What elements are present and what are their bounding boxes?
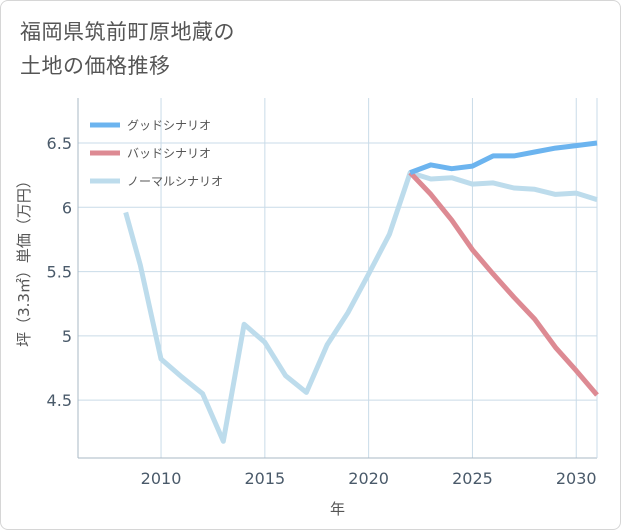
x-tick-label: 2030 xyxy=(556,469,597,488)
chart-title: 福岡県筑前町原地蔵の 土地の価格推移 xyxy=(20,15,580,83)
x-tick-label: 2010 xyxy=(141,469,182,488)
legend-label-2: ノーマルシナリオ xyxy=(127,175,223,189)
y-tick-label: 4.5 xyxy=(47,391,72,410)
y-axis-ticks: 4.5 5 5.5 6 6.5 xyxy=(47,134,72,410)
y-tick-label: 5.5 xyxy=(47,263,72,282)
y-tick-label: 5 xyxy=(62,327,72,346)
x-axis-label: 年 xyxy=(330,500,345,518)
x-axis-ticks: 2010 2015 2020 2025 2030 xyxy=(141,469,597,488)
y-tick-label: 6 xyxy=(62,198,72,217)
legend-label-1: バッドシナリオ xyxy=(127,147,211,161)
x-tick-label: 2020 xyxy=(348,469,389,488)
y-axis-label: 坪（3.3㎡）単価（万円） xyxy=(15,173,33,347)
series-line-2 xyxy=(123,170,598,444)
legend-label-0: グッドシナリオ xyxy=(127,119,211,133)
chart-title-line-2: 土地の価格推移 xyxy=(20,54,171,78)
series-line-1 xyxy=(408,170,599,397)
x-tick-label: 2025 xyxy=(452,469,493,488)
plot-frame xyxy=(77,98,598,459)
x-tick-label: 2015 xyxy=(244,469,285,488)
y-tick-label: 6.5 xyxy=(47,134,72,153)
chart-title-line-1: 福岡県筑前町原地蔵の xyxy=(20,20,235,44)
series-line-0 xyxy=(409,140,598,175)
series-layer xyxy=(123,140,599,444)
